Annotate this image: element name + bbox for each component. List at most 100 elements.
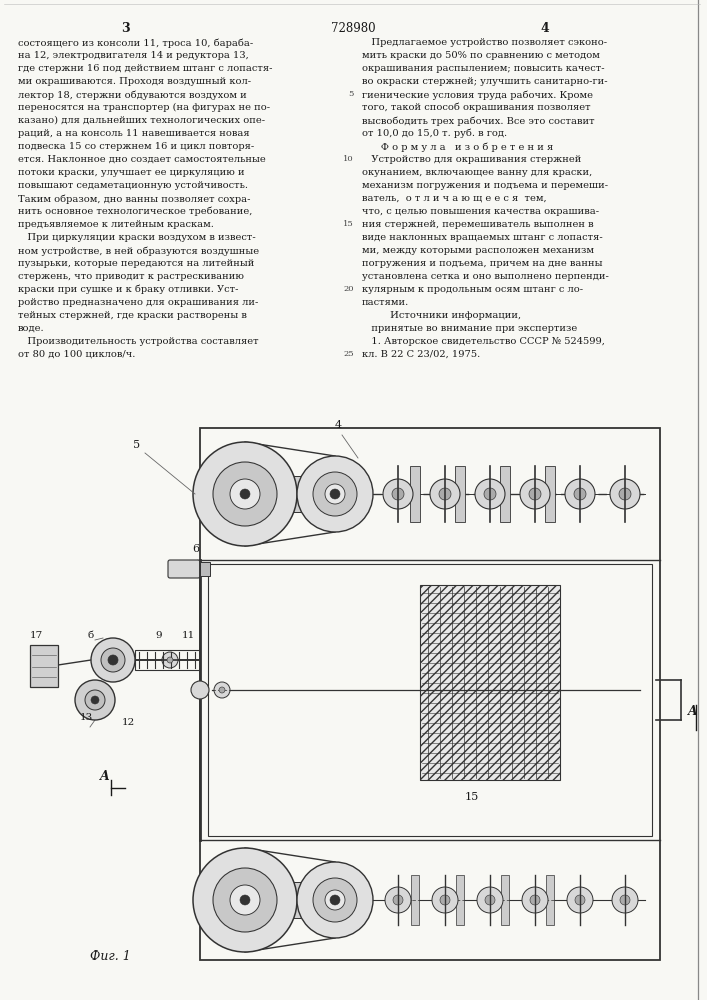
Text: ватель,  о т л и ч а ю щ е е с я  тем,: ватель, о т л и ч а ю щ е е с я тем,: [362, 194, 547, 203]
Text: 10: 10: [344, 155, 354, 163]
Text: A: A: [688, 705, 698, 718]
Text: казано) для дальнейших технологических опе-: казано) для дальнейших технологических о…: [18, 116, 265, 125]
Circle shape: [330, 489, 340, 499]
Text: раций, а на консоль 11 навешивается новая: раций, а на консоль 11 навешивается нова…: [18, 129, 250, 138]
Circle shape: [85, 690, 105, 710]
Circle shape: [520, 479, 550, 509]
Circle shape: [440, 895, 450, 905]
Bar: [200, 428, 660, 960]
Text: Ф о р м у л а   и з о б р е т е н и я: Ф о р м у л а и з о б р е т е н и я: [362, 142, 554, 151]
Circle shape: [567, 887, 593, 913]
Circle shape: [313, 472, 357, 516]
Circle shape: [574, 488, 586, 500]
Text: Таким образом, дно ванны позволяет сохра-: Таким образом, дно ванны позволяет сохра…: [18, 194, 250, 204]
Bar: [411, 875, 419, 925]
Circle shape: [393, 895, 403, 905]
Circle shape: [430, 479, 460, 509]
Circle shape: [230, 479, 260, 509]
Text: ется. Наклонное дно создает самостоятельные: ется. Наклонное дно создает самостоятель…: [18, 155, 266, 164]
Circle shape: [193, 848, 297, 952]
Circle shape: [530, 895, 540, 905]
Circle shape: [610, 479, 640, 509]
Text: погружения и подъема, причем на дне ванны: погружения и подъема, причем на дне ванн…: [362, 259, 602, 268]
Text: 20: 20: [344, 285, 354, 293]
Text: б: б: [87, 631, 93, 640]
Circle shape: [240, 895, 250, 905]
Bar: [456, 875, 464, 925]
Circle shape: [91, 696, 99, 704]
Bar: [455, 466, 465, 522]
Circle shape: [230, 885, 260, 915]
Text: воде.: воде.: [18, 324, 45, 333]
Text: ми окрашиваются. Проходя воздушный кол-: ми окрашиваются. Проходя воздушный кол-: [18, 77, 251, 86]
Circle shape: [620, 895, 630, 905]
Circle shape: [213, 868, 277, 932]
Bar: [200, 562, 210, 576]
Text: повышают седаметационную устойчивость.: повышают седаметационную устойчивость.: [18, 181, 248, 190]
Text: Устройство для окрашивания стержней: Устройство для окрашивания стержней: [362, 155, 581, 164]
Text: пастями.: пастями.: [362, 298, 409, 307]
Text: подвеска 15 со стержнем 16 и цикл повторя-: подвеска 15 со стержнем 16 и цикл повтор…: [18, 142, 255, 151]
Bar: [245, 476, 335, 512]
Text: пузырьки, которые передаются на литейный: пузырьки, которые передаются на литейный: [18, 259, 255, 268]
Circle shape: [297, 456, 373, 532]
Bar: [420, 585, 560, 780]
FancyBboxPatch shape: [168, 560, 200, 578]
Bar: [410, 466, 420, 522]
Text: 12: 12: [122, 718, 135, 727]
Text: ном устройстве, в ней образуются воздушные: ном устройстве, в ней образуются воздушн…: [18, 246, 259, 255]
Text: 25: 25: [344, 350, 354, 358]
Circle shape: [392, 488, 404, 500]
Text: стержень, что приводит к растрескиванию: стержень, что приводит к растрескиванию: [18, 272, 244, 281]
Text: При циркуляции краски воздухом в извест-: При циркуляции краски воздухом в извест-: [18, 233, 256, 242]
Text: Производительность устройства составляет: Производительность устройства составляет: [18, 337, 259, 346]
Bar: [546, 875, 554, 925]
Text: окрашивания распылением; повысить качест-: окрашивания распылением; повысить качест…: [362, 64, 604, 73]
Bar: [545, 466, 555, 522]
Text: 4: 4: [335, 420, 342, 430]
Text: 3: 3: [121, 22, 129, 35]
Text: гиенические условия труда рабочих. Кроме: гиенические условия труда рабочих. Кроме: [362, 90, 593, 100]
Text: механизм погружения и подъема и перемеши-: механизм погружения и подъема и перемеши…: [362, 181, 608, 190]
Bar: [135, 650, 200, 670]
Bar: [208, 564, 652, 836]
Text: установлена сетка и оно выполнено перпенди-: установлена сетка и оно выполнено перпен…: [362, 272, 609, 281]
Text: переносятся на транспортер (на фигурах не по-: переносятся на транспортер (на фигурах н…: [18, 103, 270, 112]
Circle shape: [330, 895, 340, 905]
Text: на 12, электродвигателя 14 и редуктора 13,: на 12, электродвигателя 14 и редуктора 1…: [18, 51, 249, 60]
Circle shape: [575, 895, 585, 905]
Circle shape: [385, 887, 411, 913]
Circle shape: [101, 648, 125, 672]
Circle shape: [219, 687, 225, 693]
Circle shape: [477, 887, 503, 913]
Text: 1. Авторское свидетельство СССР № 524599,: 1. Авторское свидетельство СССР № 524599…: [362, 337, 605, 346]
Text: 11: 11: [182, 631, 195, 640]
Text: что, с целью повышения качества окрашива-: что, с целью повышения качества окрашива…: [362, 207, 599, 216]
Circle shape: [383, 479, 413, 509]
Bar: [245, 882, 335, 918]
Circle shape: [191, 681, 209, 699]
Circle shape: [522, 887, 548, 913]
Text: 17: 17: [30, 631, 43, 640]
Bar: [30, 645, 58, 687]
Circle shape: [325, 890, 345, 910]
Text: 4: 4: [541, 22, 549, 35]
Text: мить краски до 50% по сравнению с методом: мить краски до 50% по сравнению с методо…: [362, 51, 600, 60]
Circle shape: [612, 887, 638, 913]
Circle shape: [91, 638, 135, 682]
Text: ми, между которыми расположен механизм: ми, между которыми расположен механизм: [362, 246, 594, 255]
Text: предъявляемое к литейным краскам.: предъявляемое к литейным краскам.: [18, 220, 214, 229]
Circle shape: [432, 887, 458, 913]
Circle shape: [108, 655, 118, 665]
Text: кл. В 22 С 23/02, 1975.: кл. В 22 С 23/02, 1975.: [362, 350, 480, 359]
Text: где стержни 16 под действием штанг с лопастя-: где стержни 16 под действием штанг с лоп…: [18, 64, 272, 73]
Circle shape: [325, 484, 345, 504]
Text: окунанием, включающее ванну для краски,: окунанием, включающее ванну для краски,: [362, 168, 592, 177]
Text: ройство предназначено для окрашивания ли-: ройство предназначено для окрашивания ли…: [18, 298, 258, 307]
Text: 5: 5: [349, 90, 354, 98]
Circle shape: [213, 462, 277, 526]
Text: кулярным к продольным осям штанг с ло-: кулярным к продольным осям штанг с ло-: [362, 285, 583, 294]
Text: потоки краски, улучшает ее циркуляцию и: потоки краски, улучшает ее циркуляцию и: [18, 168, 245, 177]
Circle shape: [75, 680, 115, 720]
Circle shape: [162, 652, 178, 668]
